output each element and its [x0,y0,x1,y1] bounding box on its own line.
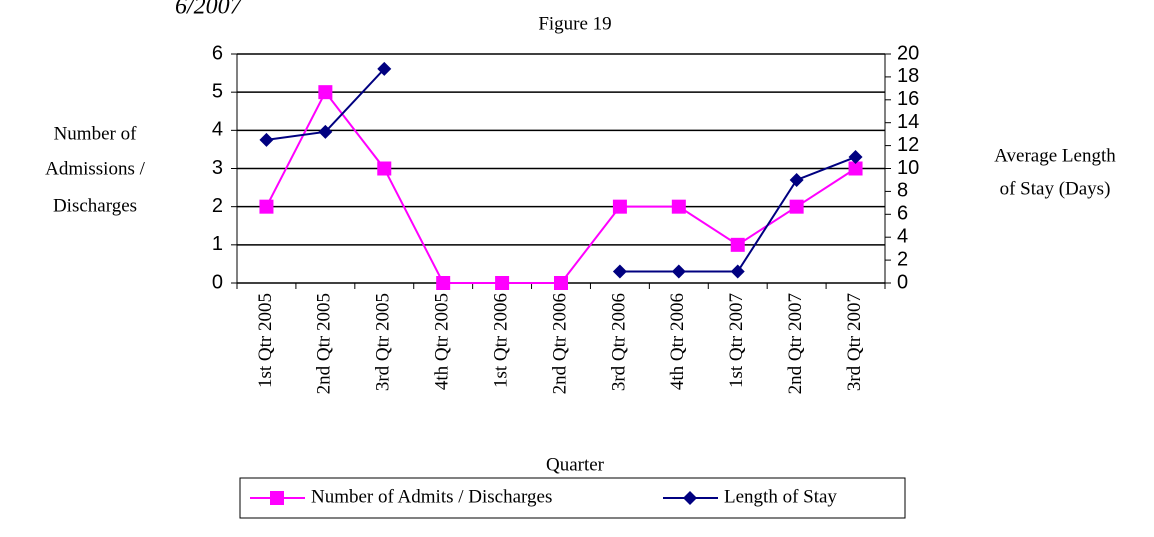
x-tick-label: 1st Qtr 2007 [726,293,747,388]
data-point [848,161,863,176]
legend-label: Number of Admits / Discharges [311,486,552,507]
y2-tick-label: 16 [897,88,919,110]
data-point [612,199,627,214]
y2-tick-label: 10 [897,157,919,179]
y2-tick-label: 12 [897,134,919,156]
data-point [848,150,863,165]
x-tick-label: 3rd Qtr 2006 [608,293,629,391]
data-point [495,276,510,290]
y-tick-label: 4 [212,119,223,141]
data-point [612,264,627,279]
y-tick-label: 2 [212,195,223,217]
y2-axis-title: of Stay (Days) [1000,178,1111,199]
data-point [730,237,745,252]
data-point [789,172,804,187]
data-point [377,161,392,176]
y-axis-title: Discharges [53,195,137,216]
x-tick-label: 1st Qtr 2006 [490,293,511,388]
data-point [377,61,392,76]
data-point [259,132,274,147]
series-line [265,90,857,284]
legend-box [239,477,906,519]
x-tick-label: 2nd Qtr 2005 [314,293,335,394]
y2-tick-label: 20 [897,42,919,64]
y2-tick-label: 0 [897,271,908,293]
y2-tick-label: 18 [897,65,919,87]
data-point [318,85,333,100]
data-point [671,264,686,279]
x-tick-label: 1st Qtr 2005 [255,293,276,388]
series-line [266,68,856,273]
y-tick-label: 5 [212,80,223,102]
y-tick-label: 6 [212,42,223,64]
data-point [318,124,333,139]
y2-tick-label: 6 [897,203,908,225]
y2-tick-label: 14 [897,111,919,133]
y-axis-title: Admissions / [45,158,145,179]
legend-label: Length of Stay [724,486,837,507]
x-tick-label: 3rd Qtr 2005 [373,293,394,391]
y2-tick-label: 4 [897,225,908,247]
y-tick-label: 3 [212,157,223,179]
y-tick-label: 0 [212,271,223,293]
x-tick-label: 4th Qtr 2005 [432,293,453,390]
data-point [259,199,274,214]
y-axis-title: Number of [54,123,138,144]
legend-marker [683,491,697,505]
y-tick-label: 1 [212,233,223,255]
x-tick-label: 4th Qtr 2006 [667,293,688,390]
y2-tick-label: 2 [897,248,908,270]
data-point [789,199,804,214]
data-point [730,264,745,279]
y2-axis-title: Average Length [994,145,1116,166]
x-tick-label: 2nd Qtr 2007 [785,293,806,394]
x-tick-label: 3rd Qtr 2007 [844,293,865,391]
annotation: 6/2007 [175,0,243,20]
chart-title: Figure 19 [538,13,611,34]
x-axis-title: Quarter [546,454,605,475]
data-point [554,276,568,290]
x-tick-label: 2nd Qtr 2006 [549,293,570,394]
y2-tick-label: 8 [897,180,908,202]
data-point [671,199,686,214]
legend-marker [270,491,284,505]
data-point [436,276,451,290]
